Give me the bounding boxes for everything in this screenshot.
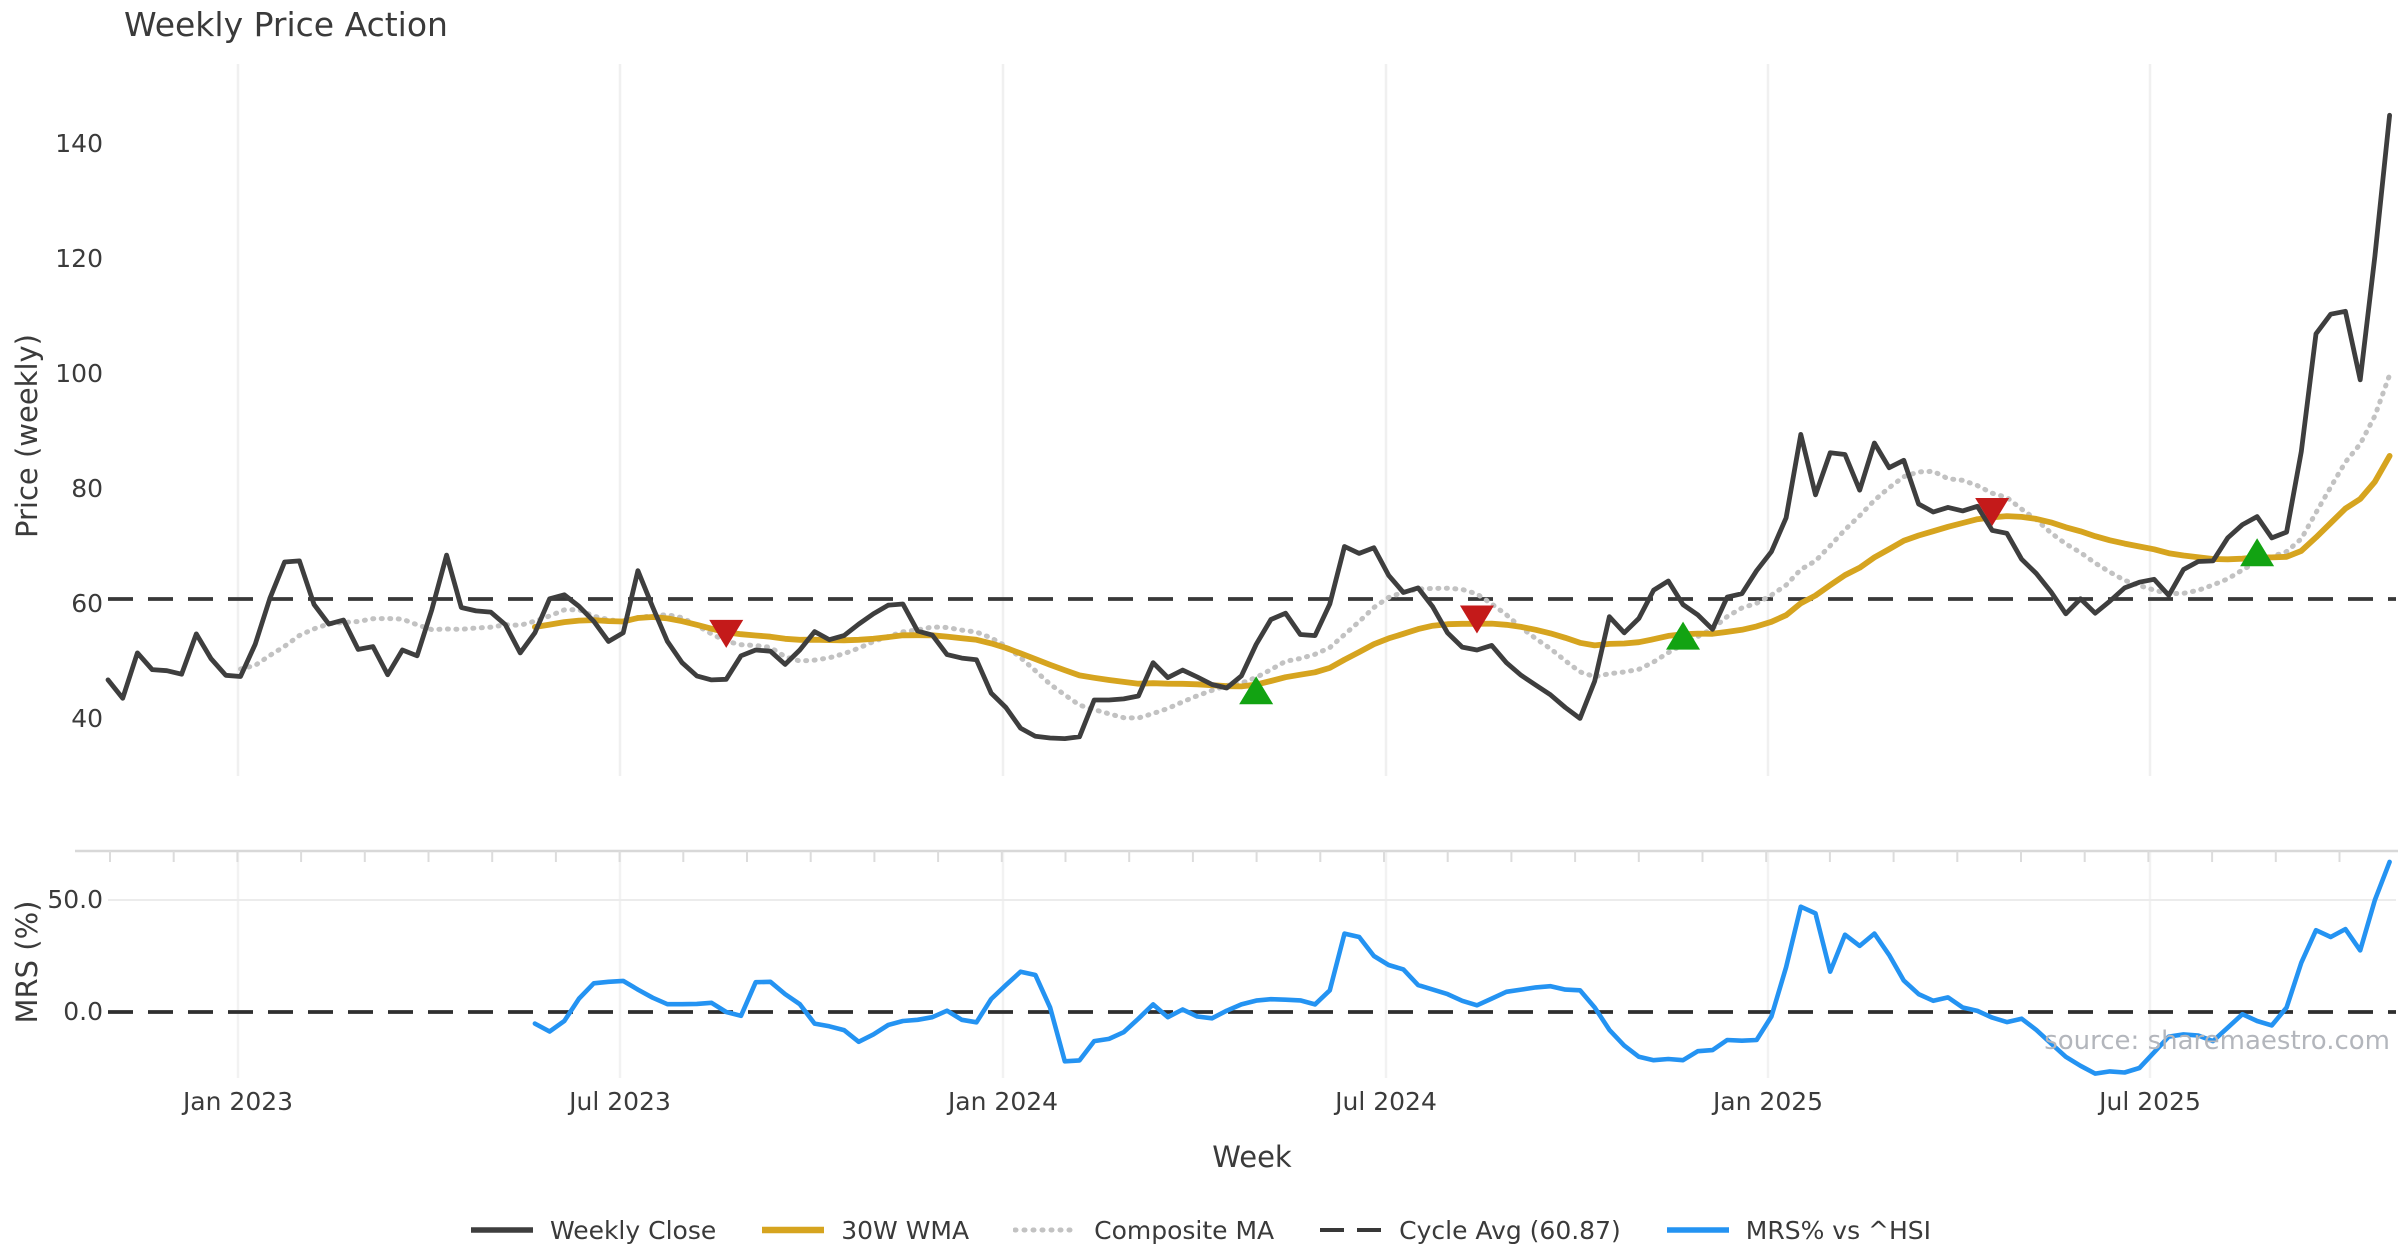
legend-item: 30W WMA — [760, 1216, 969, 1245]
legend-item-label: Weekly Close — [549, 1215, 717, 1245]
chart-legend: Weekly Close 30W WMA Composite MA Cycle Avg… — [0, 1204, 2400, 1256]
sell-marker — [1459, 605, 1494, 634]
buy-markers — [1239, 538, 2275, 705]
legend-item-label: 30W WMA — [841, 1215, 970, 1245]
mrs-axis-label: MRS (%) — [10, 900, 44, 1024]
x-axis-label: Week — [1212, 1140, 1292, 1174]
legend-swatch-dashed — [1320, 1228, 1383, 1232]
x-tick-label: Jan 2023 — [182, 1087, 294, 1116]
legend-swatch-solid — [1666, 1227, 1729, 1233]
buy-marker — [1239, 676, 1274, 705]
mrs-line — [532, 859, 2392, 1076]
price-tick-label: 100 — [55, 359, 103, 388]
price-tick-label: 140 — [55, 129, 103, 158]
legend-item-label: Composite MA — [1094, 1215, 1275, 1245]
price-tick-label: 80 — [71, 474, 103, 503]
legend-swatch-dotted — [1013, 1227, 1080, 1233]
sell-marker — [1975, 498, 2010, 527]
price-axis-label: Price (weekly) — [10, 334, 44, 539]
legend-swatch-solid — [470, 1227, 533, 1233]
legend-item: Weekly Close — [469, 1216, 716, 1245]
legend-item: MRS% vs ^HSI — [1665, 1216, 1931, 1245]
legend-item: Composite MA — [1013, 1216, 1274, 1245]
month-minor-ticks — [109, 851, 2341, 862]
x-tick-label: Jul 2023 — [569, 1087, 671, 1116]
weekly-close-line — [105, 112, 2393, 741]
legend-item-label: MRS% vs ^HSI — [1745, 1215, 1932, 1245]
source-watermark: source: sharemaestro.com — [2044, 1026, 2390, 1056]
x-tick-label: Jan 2025 — [1712, 1087, 1824, 1116]
x-tick-label: Jul 2025 — [2099, 1087, 2201, 1116]
chart-title: Weekly Price Action — [124, 5, 448, 44]
mrs-tick-label: 50.0 — [47, 885, 103, 914]
legend-swatch-solid — [762, 1226, 825, 1234]
legend-item-label: Cycle Avg (60.87) — [1399, 1215, 1621, 1245]
price-tick-label: 120 — [55, 244, 103, 273]
x-tick-label: Jul 2024 — [1335, 1087, 1437, 1116]
buy-marker — [2240, 538, 2275, 567]
wma-30w-line — [532, 452, 2393, 690]
price-tick-label: 40 — [71, 704, 103, 733]
sell-markers — [709, 498, 2010, 648]
buy-marker — [1666, 621, 1701, 650]
composite-ma-line — [238, 372, 2393, 721]
mrs-tick-label: 0.0 — [63, 997, 103, 1026]
legend-item: Cycle Avg (60.87) — [1318, 1216, 1621, 1245]
gridlines — [75, 64, 2398, 1078]
x-tick-label: Jan 2024 — [947, 1087, 1059, 1116]
sell-marker — [709, 619, 744, 648]
price-tick-label: 60 — [71, 589, 103, 618]
